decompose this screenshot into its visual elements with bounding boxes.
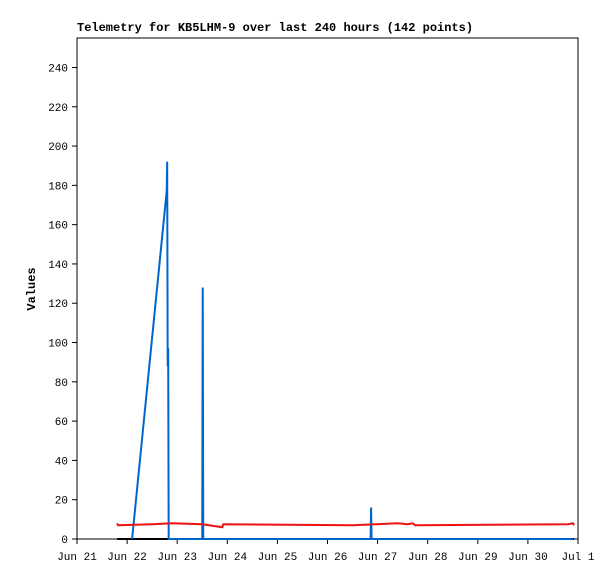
x-tick-label: Jun 24 xyxy=(207,552,247,564)
y-tick-label: 160 xyxy=(48,221,68,233)
series-line xyxy=(116,522,575,529)
y-tick-label: 120 xyxy=(48,299,68,311)
x-tick-label: Jun 25 xyxy=(258,552,298,564)
y-tick-label: 20 xyxy=(55,496,68,508)
plot-frame xyxy=(76,37,579,540)
y-tick-label: 180 xyxy=(48,181,68,193)
y-axis-label: Values xyxy=(25,267,39,310)
chart-title: Telemetry for KB5LHM-9 over last 240 hou… xyxy=(77,21,473,35)
x-tick-label: Jul 1 xyxy=(561,552,594,564)
y-tick-label: 60 xyxy=(55,417,68,429)
y-tick-label: 240 xyxy=(48,63,68,75)
y-tick-label: 40 xyxy=(55,456,68,468)
x-tick-label: Jun 27 xyxy=(358,552,398,564)
x-tick-label: Jun 29 xyxy=(458,552,498,564)
series-line xyxy=(131,161,573,540)
x-tick-label: Jun 21 xyxy=(57,552,97,564)
x-tick-label: Jun 23 xyxy=(157,552,197,564)
y-tick-label: 220 xyxy=(48,103,68,115)
y-tick-label: 200 xyxy=(48,142,68,154)
y-tick-label: 100 xyxy=(48,339,68,351)
x-tick-label: Jun 26 xyxy=(308,552,348,564)
y-tick-label: 0 xyxy=(61,535,68,547)
y-tick-label: 80 xyxy=(55,378,68,390)
y-tick-label: 140 xyxy=(48,260,68,272)
x-tick-label: Jun 22 xyxy=(107,552,147,564)
x-tick-label: Jun 30 xyxy=(508,552,548,564)
x-tick-label: Jun 28 xyxy=(408,552,448,564)
